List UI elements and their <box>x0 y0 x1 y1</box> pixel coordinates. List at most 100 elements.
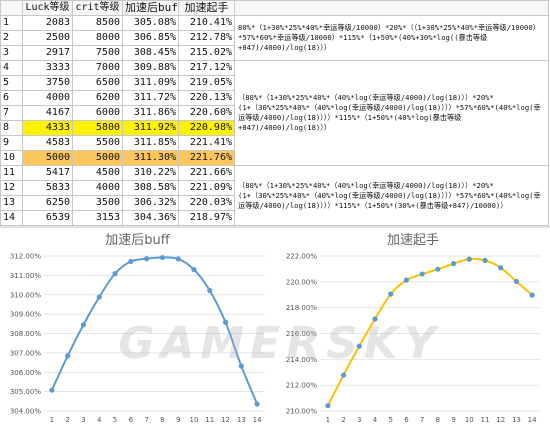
data-point <box>435 266 441 272</box>
header-buff: 加速后buff <box>122 0 179 16</box>
cell-formula: （80%*（1+30%*25%*40%*（40%*log(幸运等级/4000)/… <box>234 60 549 166</box>
cell-index: 1 <box>0 15 23 31</box>
cell-index: 4 <box>0 60 23 76</box>
cell-buff: 311.86% <box>122 105 179 121</box>
cell-index: 9 <box>0 135 23 151</box>
cell-index: 11 <box>0 165 23 181</box>
header-luck: Luck等级 <box>22 0 73 16</box>
data-point <box>325 403 331 409</box>
cell-luck: 6250 <box>22 195 73 211</box>
cell-crit: 3500 <box>72 195 123 211</box>
x-tick-label: 5 <box>113 416 117 424</box>
table-row: 10 5000 5000 311.30% 221.76% <box>0 150 549 166</box>
y-tick-label: 222.00% <box>286 253 317 261</box>
cell-luck: 6539 <box>22 210 73 226</box>
cell-index: 5 <box>0 75 23 91</box>
table-row: 11 5417 4500 310.22% 221.66% （80%*（1+30%*25%*… <box>0 165 549 226</box>
cell-start: 217.12% <box>178 60 235 76</box>
chart-start: 加速起手 210.00% 212.00% 214.00% 216.00% 218.00% 2… <box>276 228 550 429</box>
data-point <box>498 265 504 271</box>
chart-start-svg: 加速起手 210.00% 212.00% 214.00% 216.00% 218.00% 2… <box>286 233 540 424</box>
data-point <box>96 294 102 300</box>
series-line <box>50 256 259 405</box>
cell-buff: 306.85% <box>122 30 179 46</box>
x-tick-label: 5 <box>388 416 392 424</box>
table-row: 3 2917 7500 308.45% 215.02% <box>0 45 549 61</box>
x-tick-label: 12 <box>496 416 505 424</box>
data-point <box>372 316 378 322</box>
cell-buff: 311.72% <box>122 90 179 106</box>
cell-buff: 304.36% <box>122 210 179 226</box>
data-point <box>175 256 181 262</box>
cell-index: 7 <box>0 105 23 121</box>
y-tick-label: 216.00% <box>286 330 317 338</box>
x-tick-label: 1 <box>326 416 330 424</box>
x-tick-label: 7 <box>420 416 424 424</box>
x-tick-label: 14 <box>528 416 537 424</box>
chart-buff: 加速后buff 304.00% 305.00% 306.00% 307.00% 308.0… <box>0 228 275 429</box>
x-tick-label: 2 <box>65 416 69 424</box>
data-point <box>388 291 394 297</box>
y-tick-label: 310.00% <box>10 291 41 299</box>
cell-crit: 6500 <box>72 75 123 91</box>
x-tick-label: 14 <box>253 416 262 424</box>
cell-index: 3 <box>0 45 23 61</box>
data-point <box>466 256 472 262</box>
cell-luck: 3750 <box>22 75 73 91</box>
x-tick-label: 9 <box>451 416 455 424</box>
y-tick-label: 304.00% <box>10 408 41 416</box>
x-tick-label: 12 <box>221 416 230 424</box>
y-tick-label: 210.00% <box>286 408 317 416</box>
cell-crit: 6000 <box>72 105 123 121</box>
x-tick-label: 3 <box>357 416 361 424</box>
data-point <box>144 256 150 262</box>
table-row: 4 3333 7000 309.88% 217.12% （80%*（1+30%*25%*4… <box>0 60 549 166</box>
chart-title: 加速后buff <box>105 233 170 248</box>
cell-index: 10 <box>0 150 23 166</box>
cell-start: 220.03% <box>178 195 235 211</box>
header-formula <box>234 0 549 16</box>
data-point <box>191 266 197 273</box>
chart-buff-svg: 加速后buff 304.00% 305.00% 306.00% 307.00% 308.0… <box>10 233 265 424</box>
y-tick-label: 305.00% <box>10 388 41 396</box>
cell-luck: 2917 <box>22 45 73 61</box>
x-tick-label: 4 <box>373 416 378 424</box>
table-row: 6 4000 6200 311.72% 220.13% <box>0 90 549 106</box>
y-tick-label: 218.00% <box>286 304 317 312</box>
cell-formula: 80%*（1+30%*25%*40%*幸运等级/10000）*20%*（（1+3… <box>234 15 549 61</box>
table-row: 7 4167 6000 311.86% 220.60% <box>0 105 549 121</box>
cell-luck: 2500 <box>22 30 73 46</box>
cell-luck: 4167 <box>22 105 73 121</box>
cell-buff: 308.58% <box>122 180 179 196</box>
x-tick-label: 9 <box>176 416 180 424</box>
table-row: 8 4333 5800 311.92% 220.98% <box>0 120 549 136</box>
cell-start: 220.13% <box>178 90 235 106</box>
cell-start: 221.76% <box>178 150 235 166</box>
data-point <box>529 292 535 298</box>
cell-index: 14 <box>0 210 23 226</box>
x-tick-label: 7 <box>144 416 148 424</box>
data-point <box>513 278 520 285</box>
x-tick-label: 6 <box>129 416 134 424</box>
y-tick-label: 312.00% <box>10 253 41 261</box>
data-point <box>238 363 244 369</box>
data-point <box>49 387 55 393</box>
cell-start: 221.66% <box>178 165 235 181</box>
x-tick-label: 10 <box>190 416 199 424</box>
data-point <box>159 254 165 261</box>
y-tick-label: 311.00% <box>10 272 41 280</box>
table-row: 5 3750 6500 311.09% 219.05% <box>0 75 549 91</box>
y-tick-label: 214.00% <box>286 356 317 364</box>
cell-buff: 309.88% <box>122 60 179 76</box>
data-point <box>128 258 134 265</box>
data-point <box>403 277 410 283</box>
cell-start: 219.05% <box>178 75 235 91</box>
cell-start: 220.98% <box>178 120 235 136</box>
data-table: Luck等级 crit等级 加速后buff 加速起手 120838500305.… <box>0 0 549 226</box>
x-tick-label: 1 <box>50 416 54 424</box>
cell-start: 221.09% <box>178 180 235 196</box>
data-point <box>482 257 488 263</box>
data-point <box>340 372 347 378</box>
data-point <box>80 322 87 328</box>
cell-buff: 310.22% <box>122 165 179 181</box>
